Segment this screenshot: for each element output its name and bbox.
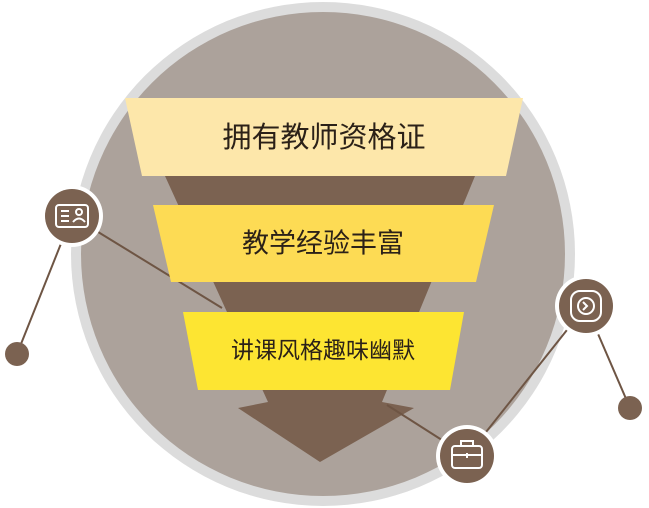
id-card-icon: [41, 185, 103, 247]
tier-band: [125, 98, 523, 176]
tier-label: 拥有教师资格证: [222, 120, 425, 154]
briefcase-icon: [436, 425, 498, 487]
funnel-tier-1: 拥有教师资格证: [125, 98, 523, 176]
tier-band: [153, 205, 494, 282]
endpoint-dot: [5, 342, 29, 366]
tier-band: [183, 312, 464, 390]
tier-label: 教学经验丰富: [242, 229, 404, 260]
funnel-tier-2: 教学经验丰富: [153, 205, 494, 282]
connector-line: [466, 305, 587, 457]
clock-badge-icon: [555, 275, 617, 337]
endpoint-dot: [618, 396, 642, 420]
tier-label: 讲课风格趣味幽默: [231, 338, 415, 364]
funnel-tier-3: 讲课风格趣味幽默: [183, 312, 464, 390]
